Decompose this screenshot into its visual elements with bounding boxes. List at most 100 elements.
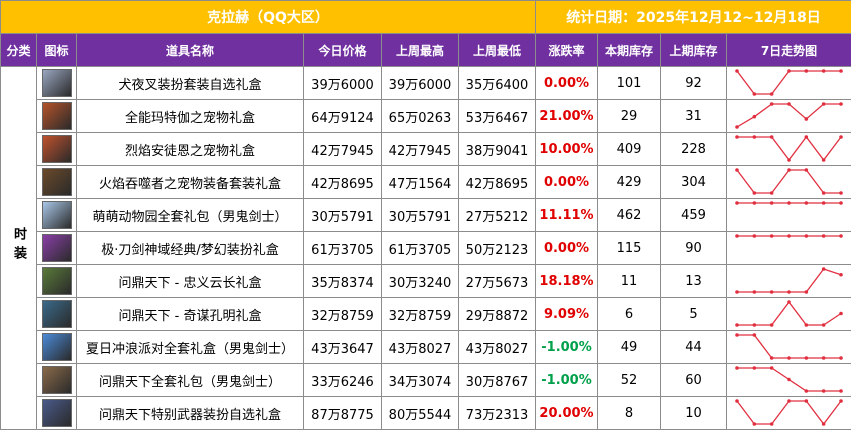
previous-stock: 459 [660,198,727,232]
trend-point [839,272,843,277]
last-week-low: 42万8695 [458,165,536,199]
trend-point [787,69,791,73]
item-row: 问鼎天下全套礼包（男鬼剑士） 33万6246 34万3074 30万8767 -1.00… [1,363,851,397]
item-name: 犬夜叉装扮套装自选礼盒 [76,66,304,100]
trend-cell [726,264,851,298]
stock: 52 [597,363,661,397]
previous-stock: 31 [660,99,727,133]
previous-stock: 92 [660,66,727,100]
item-icon [41,399,72,427]
trend-point [752,290,757,294]
item-row: 火焰吞噬者之宠物装备套装礼盒 42万8695 47万1564 42万8695 0.00%… [1,165,851,199]
last-week-high: 47万1564 [381,165,459,199]
trend-point [839,102,843,106]
today-price: 33万6246 [303,363,382,397]
sparkline [735,201,843,205]
last-week-high: 34万3074 [381,363,459,397]
stock: 29 [597,99,661,133]
trend-point [821,234,826,238]
change-rate: 9.09% [535,297,598,331]
item-name: 全能玛特伽之宠物礼盒 [76,99,304,133]
trend-point [821,323,826,327]
trend-point [752,191,757,195]
column-header: 今日价格 [303,33,382,67]
stock: 409 [597,132,661,166]
category: 时装 [11,227,26,265]
trend-point [821,191,826,195]
trend-point [839,201,843,205]
trend-point [769,102,774,106]
item-name: 火焰吞噬者之宠物装备套装礼盒 [76,165,304,199]
trend-point [735,399,739,403]
column-header: 分类 [0,33,37,67]
change-rate: 21.00% [535,99,598,133]
last-week-low: 27万5212 [458,198,536,232]
trend-point [769,234,774,238]
item-icon [41,333,72,361]
today-price: 61万3705 [303,231,382,265]
trend-point [752,201,757,205]
trend-point [752,135,757,139]
sparkline [735,69,843,96]
trend-point [821,69,826,73]
item-icon [41,300,72,328]
previous-stock: 10 [660,396,727,430]
trend-point [821,422,826,426]
column-header: 涨跌率 [535,33,598,67]
previous-stock: 304 [660,165,727,199]
stock: 6 [597,297,661,331]
last-week-high: 30万5791 [381,198,459,232]
stock: 462 [597,198,661,232]
last-week-high: 42万7945 [381,132,459,166]
trend-point [769,201,774,205]
sparkline [735,399,843,426]
sparkline [735,333,843,360]
trend-point [787,201,791,205]
trend-point [839,389,843,393]
item-name: 极·刀剑神域经典/梦幻装扮礼盒 [76,231,304,265]
last-week-high: 39万6000 [381,66,459,100]
change-rate: 0.00% [535,231,598,265]
column-header: 图标 [36,33,77,67]
item-name: 问鼎天下 - 奇谋孔明礼盒 [76,297,304,331]
column-header: 上期库存 [660,33,727,67]
trend-line [737,334,841,359]
sparkline [735,135,843,162]
trend-cell [726,396,851,430]
trend-line [737,300,842,326]
trend-cell [726,66,851,100]
trend-point [804,135,809,139]
item-name: 问鼎天下全套礼包（男鬼剑士） [76,363,304,397]
today-price: 43万3647 [303,330,382,364]
trend-point [804,168,809,172]
last-week-high: 30万3240 [381,264,459,298]
trend-point [752,366,757,370]
trend-point [787,399,791,403]
title-row: 克拉赫（QQ大区） 统计日期：2025年12月12~12月18日 [0,0,851,34]
trend-point [735,69,739,73]
icon-cell [36,330,77,364]
trend-point [804,399,809,403]
previous-stock: 60 [660,363,727,397]
item-name: 问鼎天下 - 忠义云长礼盒 [76,264,304,298]
trend-point [821,102,826,106]
change-rate: -1.00% [535,330,598,364]
icon-cell [36,396,77,430]
sparkline [735,300,843,327]
sparkline [735,102,843,129]
trend-point [804,356,809,360]
item-icon [41,69,72,97]
item-icon [41,135,72,163]
icon-cell [36,264,77,298]
stock: 11 [597,264,661,298]
change-rate: 0.00% [535,165,598,199]
trend-point [735,201,739,205]
trend-point [787,356,791,360]
trend-point [735,323,739,327]
stock: 429 [597,165,661,199]
item-icon [41,168,72,196]
previous-stock: 5 [660,297,727,331]
today-price: 32万8759 [303,297,382,331]
